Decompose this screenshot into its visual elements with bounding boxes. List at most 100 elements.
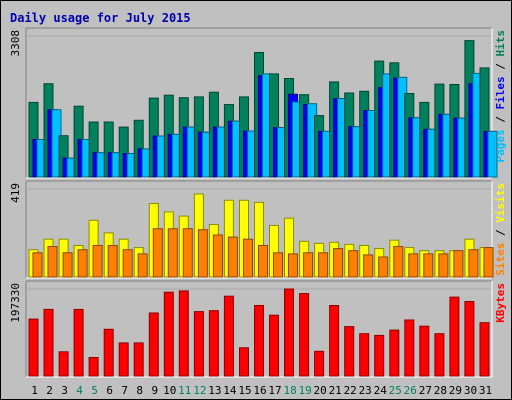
bar-sites-day-30 <box>468 249 479 278</box>
bar-sites-day-27 <box>423 253 434 278</box>
bar-sites-day-15 <box>243 238 253 278</box>
legend-item: KBytes <box>494 283 507 323</box>
bar-kbytes-day-3 <box>58 351 69 377</box>
bar-kbytes-day-15 <box>239 347 249 377</box>
bar-sites-day-16 <box>258 245 268 278</box>
x-tick-label-5: 5 <box>91 384 98 397</box>
x-tick-label-1: 1 <box>31 384 38 397</box>
x-tick-label-25: 25 <box>389 384 402 397</box>
x-axis-labels: 1 2 3 4 5 6 7 8 9 10 11 12 13 14 15 16 17 18 19 20 21 22 23 24 2… <box>31 384 492 397</box>
bar-kbytes-day-19 <box>299 293 310 377</box>
bar-kbytes-day-9 <box>148 312 159 377</box>
bar-kbytes-day-25 <box>389 329 400 377</box>
bar-sites-day-29 <box>453 250 464 278</box>
bar-sites-day-17 <box>273 252 283 278</box>
bar-sites-day-18 <box>288 253 298 278</box>
x-tick-label-30: 30 <box>464 384 477 397</box>
bar-kbytes-day-30 <box>464 301 475 377</box>
legend-item: / <box>494 223 507 243</box>
x-tick-label-4: 4 <box>76 384 83 397</box>
bar-sites-day-21 <box>333 248 344 278</box>
bar-kbytes-day-11 <box>178 290 189 377</box>
y-max-label: 3308 <box>9 30 22 57</box>
x-tick-label-7: 7 <box>121 384 128 397</box>
bar-kbytes-day-14 <box>223 295 234 377</box>
x-tick-label-9: 9 <box>151 384 158 397</box>
chart-title: Daily usage for July 2015 <box>10 11 191 25</box>
x-tick-label-26: 26 <box>404 384 417 397</box>
bar-kbytes-day-1 <box>28 318 39 377</box>
bar-sites-day-19 <box>303 252 314 278</box>
bar-kbytes-day-8 <box>133 342 144 377</box>
bar-kbytes-day-4 <box>73 308 84 377</box>
x-tick-label-19: 19 <box>298 384 311 397</box>
bar-sites-day-7 <box>122 249 133 278</box>
bar-kbytes-day-12 <box>193 311 204 377</box>
bar-sites-day-6 <box>107 245 118 278</box>
legend-item: Visits <box>494 183 507 223</box>
bar-kbytes-day-2 <box>43 308 54 377</box>
bar-sites-day-2 <box>47 246 58 278</box>
bar-kbytes-day-16 <box>254 305 264 377</box>
y-max-label: 419 <box>9 183 22 203</box>
x-tick-label-23: 23 <box>359 384 372 397</box>
bar-kbytes-day-24 <box>374 334 385 377</box>
x-tick-label-29: 29 <box>449 384 462 397</box>
bar-kbytes-day-27 <box>419 325 430 377</box>
bar-kbytes-day-22 <box>344 326 355 377</box>
panel-visits-sites: 419 Sites / Visits <box>9 180 507 279</box>
bar-sites-day-12 <box>197 229 208 278</box>
bar-sites-day-10 <box>167 228 178 278</box>
legend-item: / <box>494 57 507 77</box>
bar-sites-day-14 <box>227 236 238 278</box>
legend-item: Sites <box>494 243 507 276</box>
bar-sites-day-24 <box>378 256 389 278</box>
x-tick-label-8: 8 <box>136 384 143 397</box>
bar-kbytes-day-13 <box>208 310 219 377</box>
bar-kbytes-day-28 <box>434 333 445 377</box>
x-tick-label-14: 14 <box>223 384 237 397</box>
x-tick-label-13: 13 <box>208 384 221 397</box>
bar-sites-day-23 <box>363 254 374 278</box>
bar-sites-day-28 <box>438 253 449 278</box>
legend: Sites / Visits <box>494 183 507 276</box>
bar-kbytes-day-26 <box>404 319 415 377</box>
bar-kbytes-day-29 <box>449 296 460 377</box>
panel-kbytes: 197330 KBytes <box>9 280 507 378</box>
x-tick-label-12: 12 <box>193 384 206 397</box>
bar-sites-day-11 <box>182 228 193 278</box>
bar-kbytes-day-18 <box>284 288 294 377</box>
x-tick-label-31: 31 <box>479 384 492 397</box>
bar-sites-day-25 <box>393 246 404 278</box>
x-tick-label-18: 18 <box>283 384 296 397</box>
bar-sites-day-9 <box>152 228 163 278</box>
bar-sites-day-4 <box>77 249 88 278</box>
x-tick-label-6: 6 <box>106 384 113 397</box>
bar-sites-day-8 <box>137 253 148 278</box>
x-tick-label-22: 22 <box>344 384 357 397</box>
bar-sites-day-20 <box>318 252 329 278</box>
bar-sites-day-26 <box>408 253 419 278</box>
bar-kbytes-day-23 <box>359 333 370 377</box>
bar-kbytes-day-5 <box>88 357 99 377</box>
x-tick-label-10: 10 <box>163 384 176 397</box>
x-tick-label-11: 11 <box>178 384 191 397</box>
x-tick-label-17: 17 <box>268 384 281 397</box>
legend-item: Files <box>494 76 507 109</box>
x-tick-label-28: 28 <box>434 384 447 397</box>
x-tick-label-27: 27 <box>419 384 432 397</box>
x-tick-label-15: 15 <box>238 384 251 397</box>
bar-sites-day-31 <box>483 247 494 278</box>
x-tick-label-20: 20 <box>313 384 326 397</box>
bar-sites-day-13 <box>212 234 223 278</box>
bar-sites-day-5 <box>92 245 103 278</box>
x-tick-label-2: 2 <box>46 384 53 397</box>
y-max-label: 197330 <box>9 283 22 323</box>
bar-kbytes-day-20 <box>314 350 325 377</box>
bar-kbytes-day-31 <box>479 322 490 377</box>
bar-kbytes-day-10 <box>163 291 174 377</box>
